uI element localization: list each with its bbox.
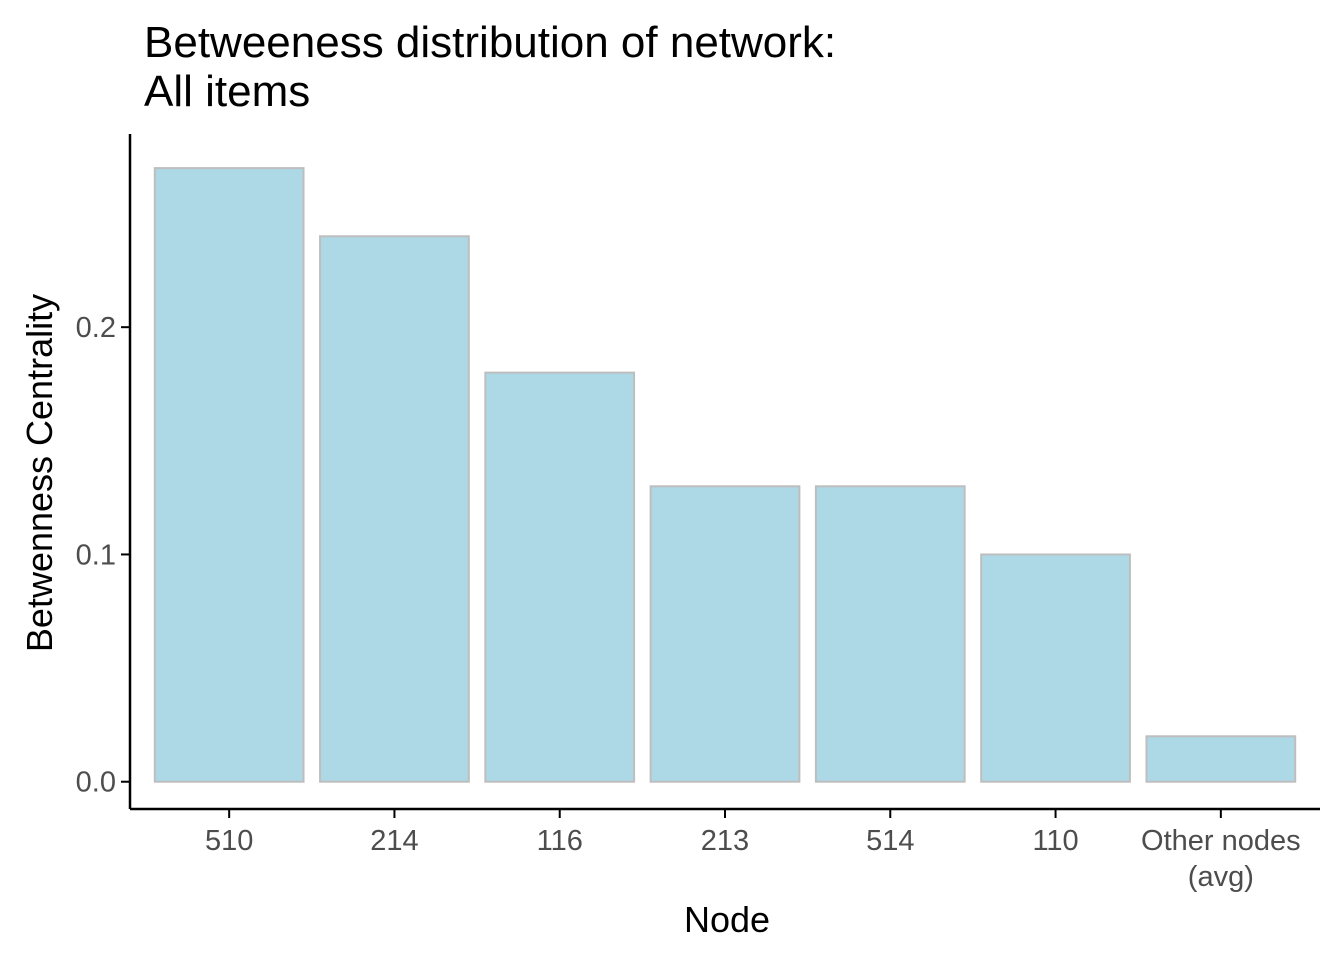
bars-layer — [153, 167, 1297, 783]
ticks-layer: 0.0 0.1 0.2 510 214 116 213 514 110 Other nodes (a… — [76, 312, 1301, 893]
bar-6 — [1145, 735, 1297, 783]
x-axis-title: Node — [684, 899, 770, 940]
y-axis-title: Betwenness Centrality — [19, 294, 60, 652]
x-tick-label: 514 — [866, 825, 914, 857]
x-tick-label: 510 — [205, 825, 253, 857]
y-tick-label: 0.2 — [76, 312, 116, 344]
x-tick-label: Other nodes (avg) — [1141, 825, 1301, 893]
x-tick-label: 110 — [1032, 825, 1078, 857]
chart-title: Betweeness distribution of network: — [144, 18, 836, 67]
x-tick-label: 213 — [701, 825, 749, 857]
y-tick-label: 0.0 — [76, 767, 116, 799]
bar-4 — [814, 485, 966, 783]
chart-subtitle: All items — [144, 67, 310, 116]
bar-3 — [649, 485, 801, 783]
bar-0 — [153, 167, 305, 783]
x-tick-label: 214 — [370, 825, 418, 857]
bar-5 — [980, 553, 1131, 783]
bar-2 — [484, 371, 636, 783]
y-tick-label: 0.1 — [76, 539, 116, 571]
x-tick-label: 116 — [537, 825, 583, 857]
bar-1 — [319, 235, 470, 783]
